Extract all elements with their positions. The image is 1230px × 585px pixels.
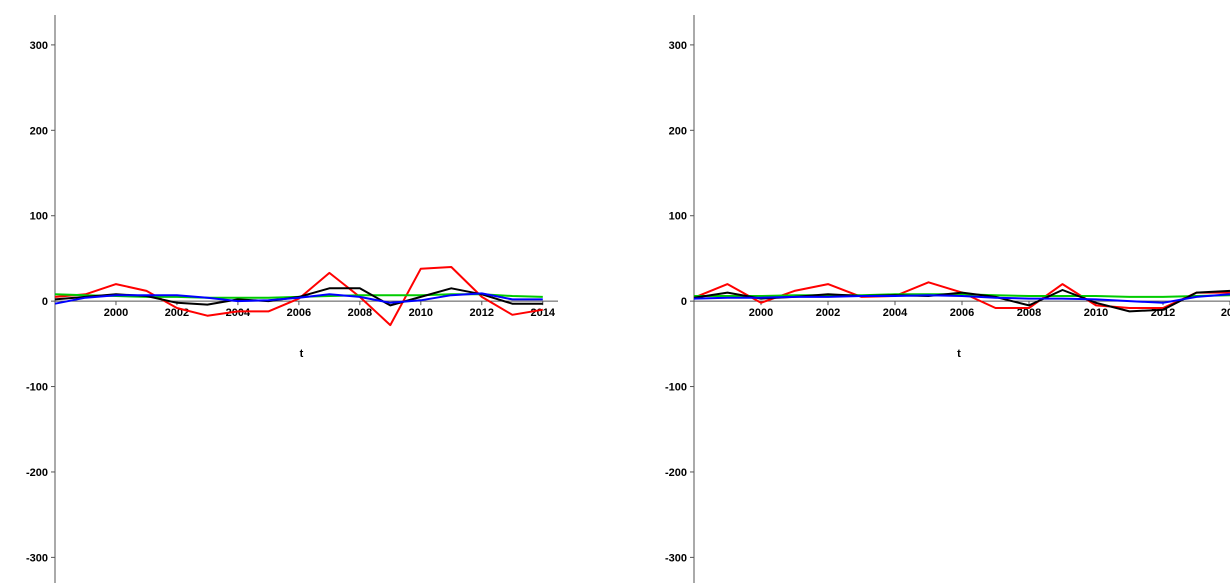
y-tick-label: -300 — [26, 552, 48, 564]
x-tick-label: 2014 — [531, 307, 556, 319]
x-tick-label: 2012 — [470, 307, 494, 319]
x-tick-label: 2008 — [348, 307, 372, 319]
y-tick-label: 100 — [30, 211, 48, 223]
x-axis-label: t — [957, 348, 961, 360]
x-tick-label: 2006 — [950, 307, 974, 319]
y-tick-label: 200 — [669, 125, 687, 137]
x-tick-label: 2002 — [816, 307, 840, 319]
x-tick-label: 2006 — [287, 307, 311, 319]
x-tick-label: 2004 — [883, 307, 908, 319]
y-tick-label: -200 — [26, 467, 48, 479]
series-line-4 — [54, 292, 543, 305]
y-tick-label: -300 — [665, 552, 687, 564]
x-tick-label: 2008 — [1017, 307, 1041, 319]
x-tick-label: 201 — [1221, 307, 1230, 319]
x-axis-label: t — [300, 348, 304, 360]
x-tick-label: 2000 — [749, 307, 773, 319]
x-tick-label: 2010 — [409, 307, 433, 319]
y-tick-label: 0 — [42, 296, 48, 308]
x-tick-label: 2010 — [1084, 307, 1108, 319]
series-line-2 — [694, 293, 1230, 298]
y-tick-label: 200 — [30, 125, 48, 137]
y-tick-label: -100 — [665, 382, 687, 394]
y-tick-label: 100 — [669, 211, 687, 223]
x-tick-label: 2000 — [104, 307, 128, 319]
chart-panel-2: -300 -200 -100 0 100 200 300 2000 2002 2004 2006 20… — [665, 15, 1230, 583]
y-tick-label: 300 — [669, 40, 687, 52]
x-tick-label: 2004 — [226, 307, 251, 319]
y-tick-label: -100 — [26, 382, 48, 394]
y-tick-label: 0 — [681, 296, 687, 308]
series-line-4 — [693, 293, 1230, 304]
y-tick-label: -200 — [665, 467, 687, 479]
y-tick-label: 300 — [30, 40, 48, 52]
